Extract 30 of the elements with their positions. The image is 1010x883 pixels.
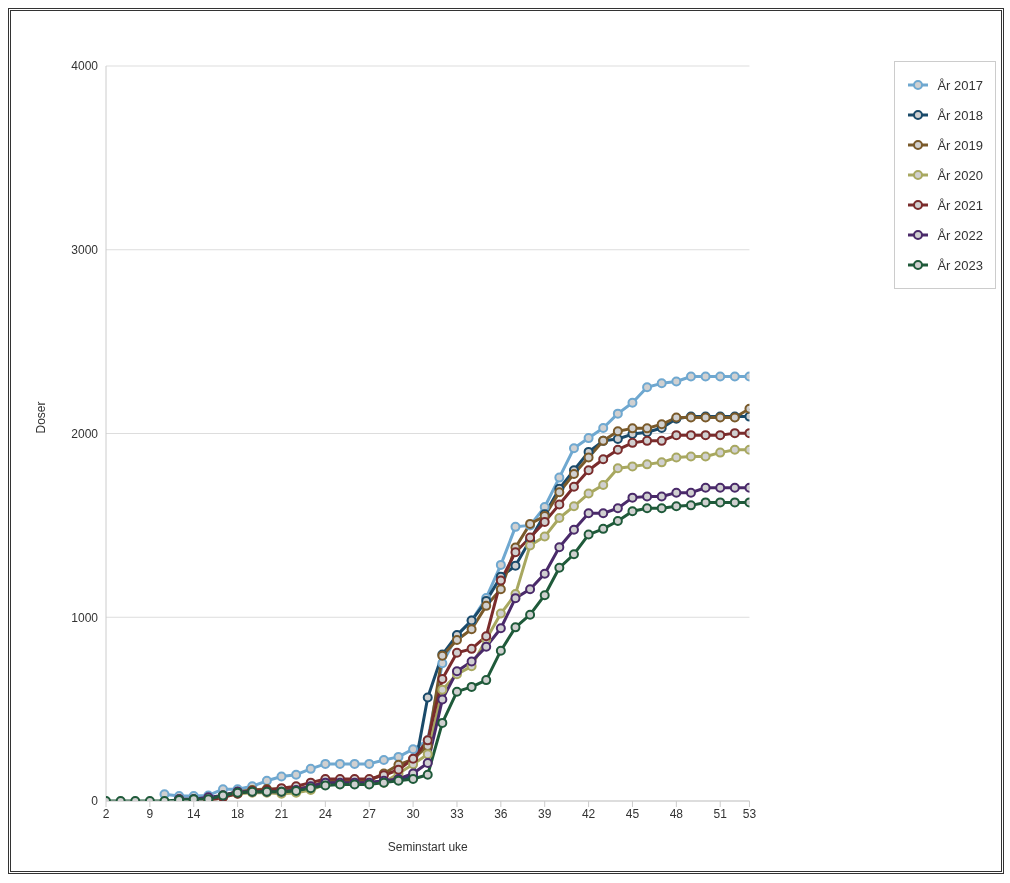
x-axis-title: Seminstart uke — [387, 840, 469, 854]
x-tick-label: 27 — [362, 806, 377, 821]
legend-label: År 2020 — [937, 167, 983, 183]
x-tick-label: 33 — [450, 806, 464, 821]
x-tick-label: 53 — [742, 806, 757, 821]
x-tick-label: 39 — [538, 806, 552, 821]
legend-label: År 2017 — [937, 77, 983, 93]
y-tick-label: 2000 — [71, 426, 99, 441]
x-tick-label: 18 — [230, 806, 245, 821]
x-tick-label: 48 — [669, 806, 684, 821]
x-tick-label: 2 — [102, 806, 110, 821]
x-tick-label: 30 — [406, 806, 421, 821]
y-tick-label: 0 — [91, 794, 99, 809]
legend-label: År 2018 — [937, 107, 983, 123]
x-tick-label: 45 — [625, 806, 640, 821]
x-tick-label: 51 — [713, 806, 728, 821]
y-axis-title: Doser — [34, 401, 49, 434]
x-tick-label: 24 — [318, 806, 333, 821]
y-tick-label: 4000 — [71, 59, 99, 74]
legend-label: År 2022 — [937, 227, 983, 243]
legend-label: År 2023 — [937, 257, 983, 273]
legend-label: År 2021 — [937, 197, 983, 213]
legend-label: År 2019 — [937, 137, 983, 153]
y-tick-label: 3000 — [71, 243, 99, 258]
x-tick-label: 14 — [187, 806, 201, 821]
y-tick-label: 1000 — [71, 610, 99, 625]
x-tick-label: 42 — [581, 806, 596, 821]
x-tick-label: 21 — [274, 806, 289, 821]
x-tick-label: 9 — [146, 806, 154, 821]
x-tick-label: 36 — [494, 806, 508, 821]
